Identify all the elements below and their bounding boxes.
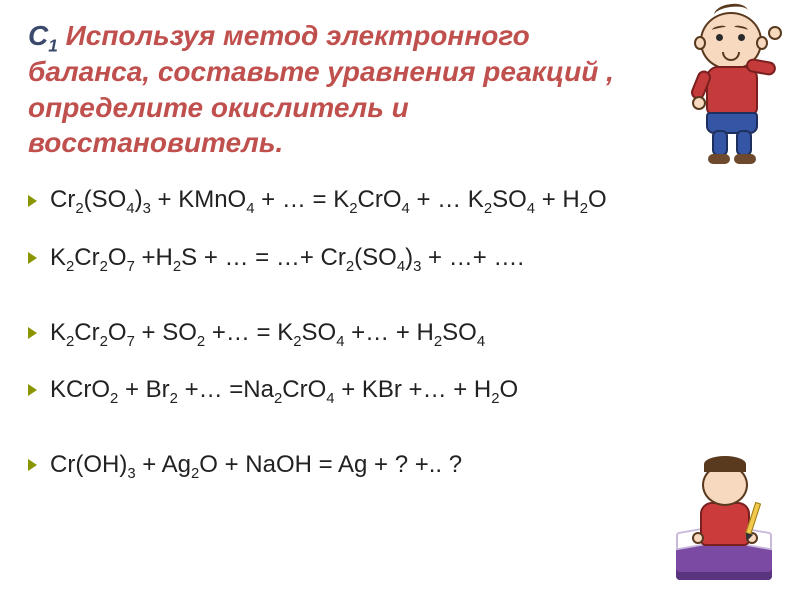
equation-list: Cr2(SO4)3 + KMnO4 + … = K2CrO4 + … K2SO4…: [28, 181, 772, 483]
title-instruction: Используя метод электронного баланса, со…: [28, 20, 614, 158]
thinking-boy-icon: [682, 12, 782, 172]
title-label: С1: [28, 20, 58, 51]
slide-title: С1 Используя метод электронного баланса,…: [28, 18, 772, 161]
equation-item: KCrO2 + Br2 +… =Na2CrO4 + KBr +… + H2O: [28, 371, 772, 408]
slide: С1 Используя метод электронного баланса,…: [0, 0, 800, 600]
boy-on-book-icon: [670, 470, 780, 580]
equation-item: K2Cr2O7 + SO2 +… = K2SO4 +… + H2SO4: [28, 314, 772, 351]
equation-item: Cr(OH)3 + Ag2O + NaOH = Ag + ? +.. ?: [28, 446, 772, 483]
equation-item: Cr2(SO4)3 + KMnO4 + … = K2CrO4 + … K2SO4…: [28, 181, 772, 218]
equation-item: K2Cr2O7 +H2S + … = …+ Cr2(SO4)3 + …+ ….: [28, 239, 772, 276]
